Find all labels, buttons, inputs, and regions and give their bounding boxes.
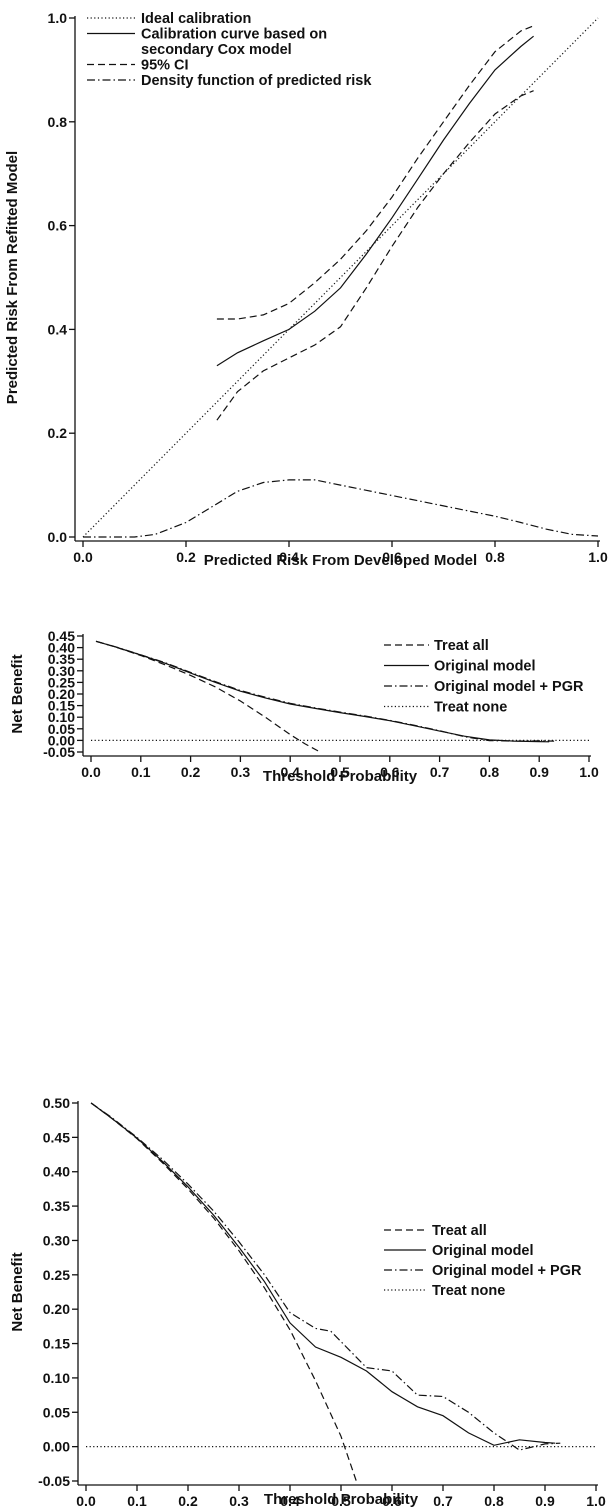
x-tick-label: 0.4 (279, 549, 299, 565)
legend-label: Ideal calibration (141, 11, 251, 27)
decision-curve-plot-1: 0.0 0.1 0.2 0.3 0.4 0.5 0.6 0.7 0.8 0.9 1.0-0.050.… (9, 628, 599, 785)
y-tick-label: 0.8 (48, 114, 68, 130)
legend-label: Calibration curve based on (141, 27, 327, 43)
y-tick-label: 0.25 (48, 674, 75, 690)
legend-label: Density function of predicted risk (141, 73, 372, 89)
y-tick-label: 0.25 (43, 1267, 70, 1283)
x-tick-label: 0.6 (380, 764, 400, 780)
y-axis-title: Net Benefit (9, 654, 26, 733)
y-tick-label: 0.2 (48, 425, 68, 441)
legend-label: Original model + PGR (434, 679, 584, 695)
series-line-ideal-calibration (82, 17, 599, 538)
x-tick-label: 0.1 (131, 764, 151, 780)
legend-label: secondary Cox model (141, 42, 292, 58)
y-tick-label: 0.0 (48, 529, 68, 545)
y-tick-label: 0.35 (48, 651, 75, 667)
series-line-original-model (90, 1102, 556, 1446)
x-tick-label: 0.9 (535, 1493, 555, 1508)
y-tick-label: 0.00 (43, 1439, 70, 1455)
legend-label: Original model (434, 659, 536, 675)
x-tick-label: 0.6 (382, 1493, 402, 1508)
x-tick-label: 0.5 (330, 764, 350, 780)
y-tick-label: 0.40 (43, 1164, 70, 1180)
x-tick-label: 0.3 (231, 764, 251, 780)
y-tick-label: 0.4 (48, 321, 68, 337)
x-tick-label: 0.0 (73, 549, 93, 565)
y-tick-label: -0.05 (38, 1473, 70, 1489)
y-tick-label: 0.50 (43, 1095, 70, 1111)
x-tick-label: 0.8 (480, 764, 500, 780)
legend-label: Treat all (432, 1223, 487, 1239)
legend-label: Treat none (432, 1283, 505, 1299)
legend-label: Original model + PGR (432, 1263, 582, 1279)
legend-label: Original model (432, 1243, 534, 1259)
y-tick-label: -0.05 (43, 744, 75, 760)
y-tick-label: 0.40 (48, 640, 75, 656)
y-tick-label: 0.6 (48, 218, 68, 234)
y-tick-label: 0.45 (43, 1129, 70, 1145)
x-tick-label: 0.8 (485, 549, 505, 565)
x-tick-label: 1.0 (579, 764, 599, 780)
y-tick-label: 0.05 (48, 721, 75, 737)
x-tick-label: 0.8 (484, 1493, 504, 1508)
series-line-treat-all (90, 1102, 357, 1482)
y-tick-label: 0.30 (43, 1232, 70, 1248)
y-tick-label: 0.05 (43, 1404, 70, 1420)
y-tick-label: 0.10 (48, 709, 75, 725)
y-tick-label: 0.30 (48, 663, 75, 679)
x-axis-title: Predicted Risk From Developed Model (204, 552, 477, 569)
series-line-treat-all (95, 640, 321, 753)
y-tick-label: 0.15 (43, 1336, 70, 1352)
calibration-plot: 0.0 0.2 0.4 0.6 0.8 1.0 0.0 0.2 0.4 0.6 0.8 1.0 Pred… (4, 10, 608, 569)
legend-label: Treat all (434, 638, 489, 654)
series-line-95-ci (216, 25, 534, 320)
y-axis-title: Predicted Risk From Refitted Model (4, 151, 21, 404)
y-tick-label: 0.20 (43, 1301, 70, 1317)
x-tick-label: 0.0 (76, 1493, 96, 1508)
legend-label: Treat none (434, 700, 507, 716)
y-tick-label: 1.0 (48, 10, 68, 26)
x-tick-label: 1.0 (586, 1493, 606, 1508)
x-tick-label: 0.6 (382, 549, 402, 565)
x-tick-label: 0.1 (127, 1493, 147, 1508)
legend-label: 95% CI (141, 58, 189, 74)
y-tick-label: 0.15 (48, 698, 75, 714)
x-tick-label: 0.2 (181, 764, 201, 780)
y-tick-label: 0.20 (48, 686, 75, 702)
x-tick-label: 0.2 (178, 1493, 198, 1508)
x-tick-label: 1.0 (588, 549, 608, 565)
series-line-original-model-pgr (90, 1102, 561, 1451)
y-tick-label: 0.45 (48, 628, 75, 644)
x-axis-title: Threshold Probability (264, 1491, 419, 1508)
x-tick-label: 0.4 (280, 764, 300, 780)
x-tick-label: 0.5 (331, 1493, 351, 1508)
series-line-ci-lower (216, 90, 534, 421)
y-tick-label: 0.00 (48, 732, 75, 748)
x-tick-label: 0.4 (280, 1493, 300, 1508)
x-tick-label: 0.7 (433, 1493, 453, 1508)
x-tick-label: 0.0 (81, 764, 101, 780)
x-axis-title: Threshold Probability (263, 768, 418, 785)
x-tick-label: 0.3 (229, 1493, 249, 1508)
x-tick-label: 0.2 (176, 549, 196, 565)
y-axis-title: Net Benefit (9, 1252, 26, 1331)
x-tick-label: 0.9 (529, 764, 549, 780)
series-line-density-function-of-predicted-risk (83, 479, 599, 538)
series-line-calibration-curve-based-on-secondary-cox-model (216, 35, 534, 367)
y-tick-label: 0.10 (43, 1370, 70, 1386)
x-tick-label: 0.7 (430, 764, 450, 780)
y-tick-label: 0.35 (43, 1198, 70, 1214)
decision-curve-plot-2: 0.0 0.1 0.2 0.3 0.4 0.5 0.6 0.7 0.8 0.9 1.0 -0.05 0.… (9, 1095, 606, 1508)
